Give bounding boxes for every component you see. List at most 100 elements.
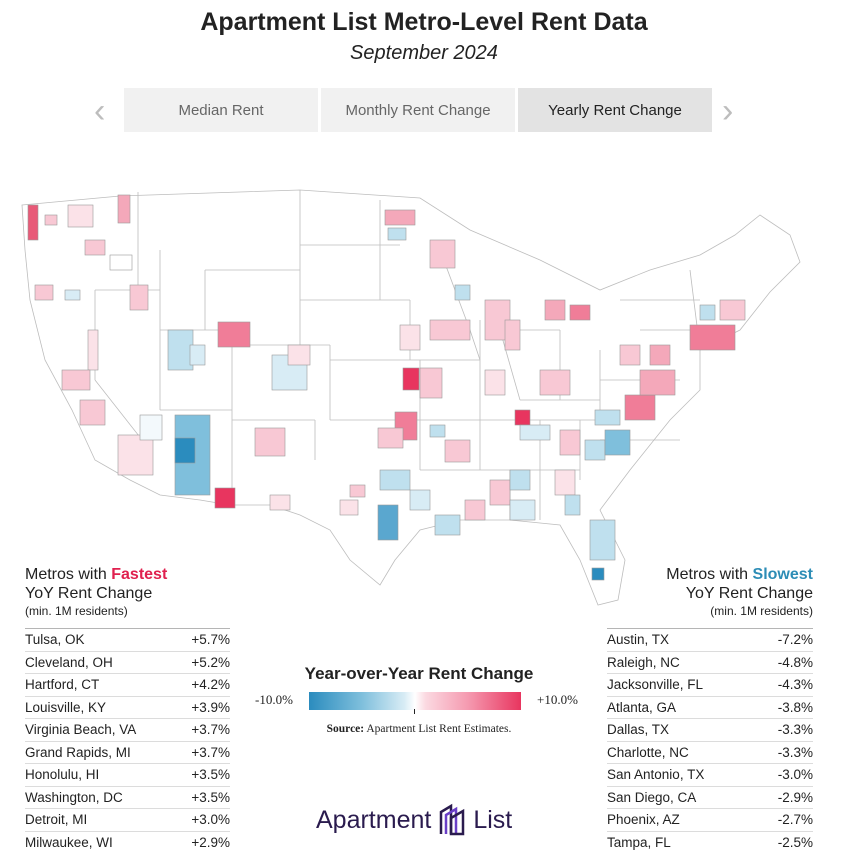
fastest-heading-accent: Fastest bbox=[111, 566, 168, 583]
metro-area bbox=[27, 204, 39, 241]
rent-change-value: +3.5% bbox=[177, 763, 230, 786]
metro-area bbox=[591, 567, 605, 581]
metro-name: Tampa, FL bbox=[607, 830, 759, 853]
fastest-heading-prefix: Metros with bbox=[25, 566, 112, 583]
metro-name: Jacksonville, FL bbox=[607, 673, 759, 696]
metro-name: Washington, DC bbox=[25, 785, 178, 809]
metro-area bbox=[167, 329, 194, 371]
rent-change-value: -3.0% bbox=[758, 763, 813, 786]
table-row: Atlanta, GA -3.8% bbox=[607, 695, 813, 719]
metro-name: Atlanta, GA bbox=[607, 695, 759, 719]
table-row: Washington, DC +3.5% bbox=[25, 785, 230, 809]
legend-color-scale bbox=[309, 692, 521, 710]
metro-area bbox=[61, 369, 91, 391]
metro-area bbox=[217, 321, 251, 348]
table-row: Charlotte, NC -3.3% bbox=[607, 740, 813, 764]
metro-area bbox=[454, 284, 471, 301]
metro-area bbox=[87, 329, 99, 371]
rent-change-value: -4.8% bbox=[758, 650, 813, 674]
rent-change-value: +3.0% bbox=[177, 808, 230, 831]
tab-monthly-rent-change[interactable]: Monthly Rent Change bbox=[321, 88, 515, 132]
metro-area bbox=[64, 289, 81, 301]
metro-area bbox=[339, 499, 359, 516]
tab-yearly-rent-change[interactable]: Yearly Rent Change bbox=[518, 88, 712, 132]
state-outlines bbox=[21, 189, 801, 606]
us-mainland-outline bbox=[21, 189, 801, 606]
view-tabs: Median Rent Monthly Rent Change Yearly R… bbox=[124, 88, 715, 132]
rent-change-value: -4.3% bbox=[758, 673, 813, 696]
chevron-left-icon[interactable]: ‹ bbox=[94, 92, 106, 130]
metro-area bbox=[514, 409, 531, 426]
metro-area bbox=[399, 324, 421, 351]
metro-area bbox=[539, 369, 571, 396]
source-note: Source: Apartment List Rent Estimates. bbox=[274, 723, 564, 735]
rent-change-value: +3.9% bbox=[177, 695, 230, 719]
table-row: Honolulu, HI +3.5% bbox=[25, 763, 230, 786]
metro-area bbox=[109, 254, 133, 271]
metro-area bbox=[689, 324, 736, 351]
slowest-heading: Metros with Slowest YoY Rent Change (min… bbox=[666, 565, 813, 619]
rent-change-value: +5.2% bbox=[177, 650, 230, 674]
metro-area bbox=[139, 414, 163, 441]
rent-change-value: +2.9% bbox=[177, 830, 230, 853]
metro-area bbox=[554, 469, 576, 496]
metro-area bbox=[214, 487, 236, 509]
metro-area bbox=[719, 299, 746, 321]
metro-name: Grand Rapids, MI bbox=[25, 740, 178, 764]
table-row: Phoenix, AZ -2.7% bbox=[607, 808, 813, 831]
page-subtitle: September 2024 bbox=[350, 42, 498, 64]
table-row: San Diego, CA -2.9% bbox=[607, 785, 813, 809]
metro-name: Hartford, CT bbox=[25, 673, 178, 696]
metro-name: Detroit, MI bbox=[25, 808, 178, 831]
metro-area bbox=[484, 369, 506, 396]
logo-text-left: Apartment bbox=[316, 805, 432, 834]
table-row: Tampa, FL -2.5% bbox=[607, 830, 813, 853]
metro-area bbox=[509, 469, 531, 491]
apartment-list-logo: Apartment List bbox=[316, 800, 512, 840]
metro-area bbox=[419, 367, 443, 399]
metro-area bbox=[594, 409, 621, 426]
metro-area bbox=[189, 344, 206, 366]
metro-name: Milwaukee, WI bbox=[25, 830, 178, 853]
rent-change-value: -2.9% bbox=[758, 785, 813, 809]
metro-area bbox=[429, 239, 456, 269]
metro-area bbox=[544, 299, 566, 321]
metro-area bbox=[509, 499, 536, 521]
fastest-table: Tulsa, OK +5.7% Cleveland, OH +5.2% Hartford… bbox=[25, 628, 230, 853]
legend-zero-tick bbox=[414, 709, 415, 714]
building-logo-icon bbox=[440, 803, 465, 836]
table-row: Hartford, CT +4.2% bbox=[25, 673, 230, 696]
metro-area bbox=[519, 424, 551, 441]
metro-area bbox=[287, 344, 311, 366]
metro-name: Honolulu, HI bbox=[25, 763, 178, 786]
metro-name: San Antonio, TX bbox=[607, 763, 759, 786]
metro-area bbox=[84, 239, 106, 256]
table-row: Milwaukee, WI +2.9% bbox=[25, 830, 230, 853]
metro-area bbox=[589, 519, 616, 561]
tab-median-rent[interactable]: Median Rent bbox=[124, 88, 318, 132]
metro-area bbox=[129, 284, 149, 311]
us-metro-rent-map[interactable] bbox=[0, 176, 848, 606]
legend-min-label: -10.0% bbox=[255, 692, 293, 707]
metro-area bbox=[434, 514, 461, 536]
metro-area bbox=[584, 439, 606, 461]
source-label: Source: bbox=[326, 723, 365, 735]
metro-area bbox=[117, 194, 131, 224]
metro-area bbox=[174, 437, 196, 464]
metro-area bbox=[117, 434, 154, 476]
table-row: Virginia Beach, VA +3.7% bbox=[25, 718, 230, 741]
slowest-heading-accent: Slowest bbox=[752, 566, 813, 583]
metro-name: Raleigh, NC bbox=[607, 650, 759, 674]
fastest-note: (min. 1M residents) bbox=[25, 604, 128, 618]
logo-text-right: List bbox=[473, 805, 513, 834]
metro-area bbox=[649, 344, 671, 366]
rent-change-value: -3.3% bbox=[758, 740, 813, 764]
metro-area bbox=[67, 204, 94, 228]
slowest-note: (min. 1M residents) bbox=[710, 604, 813, 618]
rent-change-value: -3.8% bbox=[758, 695, 813, 719]
chevron-right-icon[interactable]: › bbox=[722, 92, 734, 130]
metro-area bbox=[79, 399, 106, 426]
metro-area bbox=[639, 369, 676, 396]
metro-area bbox=[387, 227, 407, 241]
table-row: Dallas, TX -3.3% bbox=[607, 718, 813, 741]
